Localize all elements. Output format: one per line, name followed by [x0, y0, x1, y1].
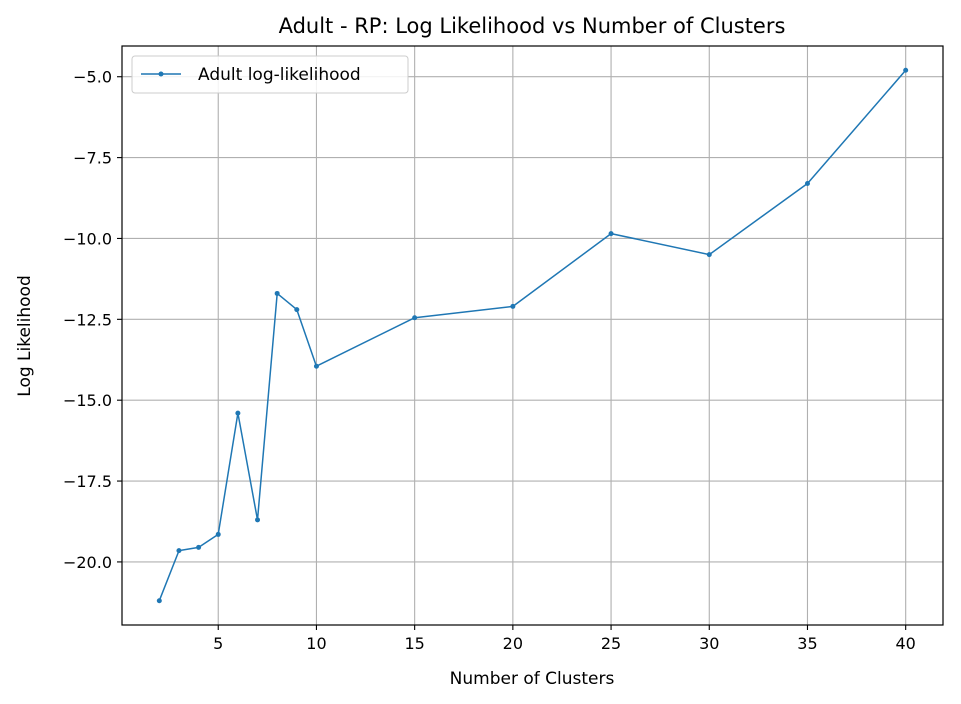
y-tick-label: −5.0: [73, 68, 112, 87]
y-axis-label: Log Likelihood: [15, 275, 35, 396]
grid: [122, 46, 943, 625]
data-point: [510, 303, 516, 309]
x-tick-label: 25: [601, 634, 621, 653]
data-point: [903, 67, 909, 73]
y-tick-label: −12.5: [63, 310, 112, 329]
data-point: [255, 517, 261, 523]
x-tick-label: 10: [306, 634, 326, 653]
y-tick-label: −10.0: [63, 229, 112, 248]
legend: Adult log-likelihood: [131, 55, 409, 94]
data-point: [412, 315, 418, 321]
chart-title: Adult - RP: Log Likelihood vs Number of …: [279, 14, 786, 38]
data-point: [235, 410, 241, 416]
x-tick-label: 40: [896, 634, 916, 653]
series-layer: [156, 67, 909, 604]
data-point: [156, 598, 162, 604]
data-point: [804, 180, 810, 186]
legend-point-marker: [158, 71, 164, 77]
y-tick-label: −7.5: [73, 149, 112, 168]
y-tick-label: −20.0: [63, 553, 112, 572]
data-point: [274, 290, 280, 296]
data-point: [176, 548, 182, 554]
data-point: [196, 544, 202, 550]
x-tick-label: 5: [213, 634, 223, 653]
x-tick-label: 35: [797, 634, 817, 653]
data-point: [313, 363, 319, 369]
y-tick-label: −17.5: [63, 472, 112, 491]
x-tick-label: 15: [404, 634, 424, 653]
x-tick-label: 30: [699, 634, 719, 653]
data-point: [706, 252, 712, 258]
x-axis-label: Number of Clusters: [450, 669, 615, 689]
ticks: 5 10 15 20 25 30 35 40 −20.0 −17.5 −15.0 −12.5 −10.0…: [63, 68, 916, 653]
y-tick-label: −15.0: [63, 391, 112, 410]
plot-frame: [121, 45, 944, 626]
data-point: [215, 531, 221, 537]
legend-entry-label: Adult log-likelihood: [198, 65, 361, 85]
x-tick-label: 20: [503, 634, 523, 653]
data-point: [294, 307, 300, 313]
data-point: [608, 231, 614, 237]
legend-box: [131, 55, 409, 94]
